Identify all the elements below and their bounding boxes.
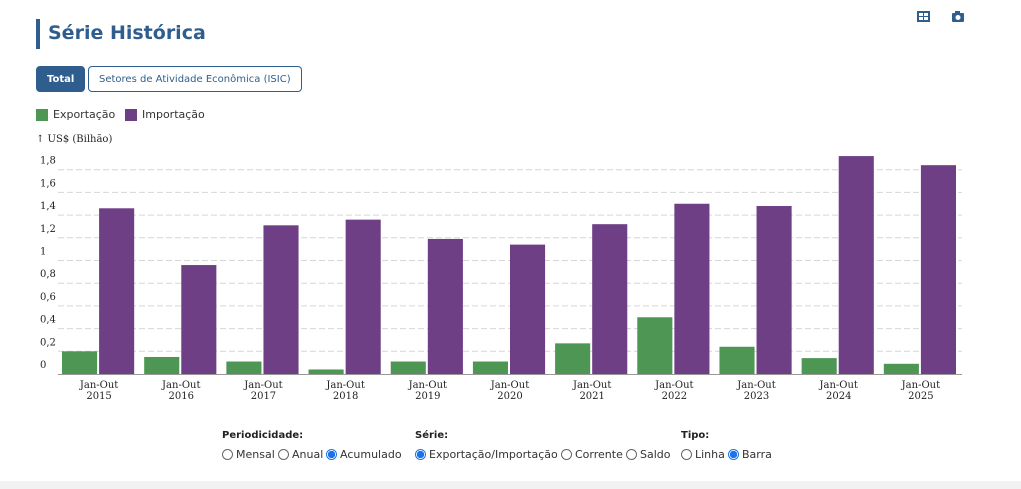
y-tick-label: 1,2 [40,224,56,235]
bar [181,265,217,374]
control-label: Série: [415,430,449,441]
radio[interactable] [326,449,337,460]
radio-option[interactable]: Exportação/Importação [415,448,558,461]
bar [62,351,98,374]
x-tick-label: Jan-Out 2024 [819,380,858,402]
radio[interactable] [561,449,572,460]
chart: 0 0,2 0,4 0,6 0,8 1 1,2 1,4 1,6 1,8 [40,156,962,375]
x-tick-label: Jan-Out 2022 [655,380,694,402]
legend-item[interactable]: Exportação [36,108,115,121]
control-label: Periodicidade: [222,430,304,441]
tab[interactable]: Total [36,66,86,92]
bar [883,363,919,374]
bar [99,208,135,374]
control-label: Tipo: [681,430,710,441]
radio-label: Acumulado [340,448,402,461]
radio-label: Exportação/Importação [429,448,558,461]
radio-label: Linha [695,448,725,461]
radio-label: Corrente [575,448,623,461]
radio[interactable] [415,449,426,460]
x-tick-label: Jan-Out 2019 [408,380,448,402]
y-tick-label: 0 [40,360,46,371]
x-tick-label: Jan-Out 2021 [572,380,612,402]
bar [263,225,299,374]
radio[interactable] [222,449,233,460]
radio-option[interactable]: Mensal [222,448,275,461]
bar [756,206,792,374]
radio-label: Barra [742,448,772,461]
bar [345,219,381,374]
bar [801,358,837,374]
radio-label: Anual [292,448,324,461]
x-tick-label: Jan-Out 2017 [244,380,283,402]
bar [226,361,262,374]
bar [637,317,673,374]
y-tick-label: 0,4 [40,315,56,326]
radio-option[interactable]: Linha [681,448,725,461]
y-axis-label: ↑ US$ (Bilhão) [36,134,113,145]
bar [308,369,344,374]
y-tick-label: 0,8 [40,269,56,280]
y-tick-label: 0,6 [40,292,56,303]
radio[interactable] [728,449,739,460]
y-tick-label: 0,2 [40,337,56,348]
x-tick-label: Jan-Out 2015 [79,380,119,402]
x-tick-label: Jan-Out 2018 [326,380,365,402]
legend-item[interactable]: Importação [125,108,205,121]
bar [510,244,546,374]
bar [674,203,710,374]
legend-swatch [36,108,48,121]
radio-label: Saldo [640,448,671,461]
radio[interactable] [278,449,289,460]
bar [555,343,591,374]
legend-label: Importação [142,108,205,121]
y-tick-label: 1,8 [40,156,56,167]
x-tick-label: Jan-Out 2025 [901,380,941,402]
legend-label: Exportação [53,108,116,121]
radio-option[interactable]: Saldo [626,448,671,461]
radio[interactable] [681,449,692,460]
bar [427,238,463,374]
bar [920,165,956,374]
footer-strip [0,481,1021,489]
bar [390,361,426,374]
radio[interactable] [626,449,637,460]
toolbar-icons[interactable] [917,10,967,24]
radio-option[interactable]: Acumulado [326,448,402,461]
y-tick-label: 1,4 [40,201,56,212]
radio-option[interactable]: Barra [728,448,772,461]
radio-label: Mensal [236,448,275,461]
y-tick-label: 1 [40,247,46,258]
legend-swatch [125,108,137,121]
y-tick-label: 1,6 [40,178,56,189]
bar [144,356,180,374]
radio-option[interactable]: Anual [278,448,323,461]
x-tick-label: Jan-Out 2023 [737,380,776,402]
page-title: Série Histórica [36,19,206,49]
bar [592,224,628,374]
bar [719,346,755,374]
tab[interactable]: Setores de Atividade Econômica (ISIC) [88,66,302,92]
bar [472,361,508,374]
radio-option[interactable]: Corrente [561,448,623,461]
x-tick-label: Jan-Out 2020 [490,380,530,402]
bar [838,156,874,374]
x-tick-label: Jan-Out 2016 [162,380,201,402]
